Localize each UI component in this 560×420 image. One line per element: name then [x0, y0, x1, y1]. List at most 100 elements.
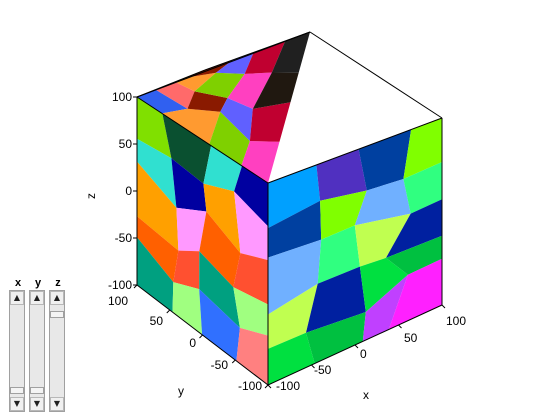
y-tick: -50 — [211, 358, 229, 372]
top-face-cell — [271, 32, 310, 73]
right-face-cell — [306, 312, 366, 364]
right-face-cell — [306, 266, 366, 333]
left-face-cell — [173, 250, 200, 290]
slider-y-label: y — [34, 277, 42, 289]
arrow-up-icon[interactable]: ▲ — [10, 291, 24, 305]
left-face-cell — [234, 191, 268, 261]
top-face-cell — [209, 111, 250, 166]
x-axis-label: x — [363, 388, 369, 402]
left-face-cell — [176, 207, 207, 252]
left-face-cell — [203, 145, 242, 192]
x-tick: 0 — [360, 347, 367, 361]
right-face-cell — [388, 258, 442, 330]
cube-edge — [309, 31, 443, 119]
right-face-cell — [386, 235, 442, 275]
arrow-up-icon[interactable]: ▲ — [50, 291, 64, 305]
z-tick: -100 — [108, 278, 132, 292]
right-face-cell — [317, 225, 360, 284]
slider-y[interactable]: ▲ ▼ — [29, 290, 45, 412]
cube-edge — [204, 31, 311, 71]
z-tick: 100 — [112, 90, 132, 104]
right-face-cell — [316, 149, 367, 201]
top-face-cell — [187, 91, 228, 112]
right-face-cell — [268, 200, 322, 258]
left-face-cell — [233, 253, 268, 305]
right-face-cell — [268, 239, 322, 315]
slider-z[interactable]: ▲ ▼ — [49, 290, 65, 412]
cube-edge — [267, 117, 443, 184]
slider-y-group: y ▲ ▼ — [29, 276, 47, 412]
cube-edge — [136, 96, 269, 184]
y-tick: -100 — [238, 379, 262, 393]
axis-tick-mark — [231, 359, 236, 364]
slider-x[interactable]: ▲ ▼ — [9, 290, 25, 412]
right-face-cell — [362, 274, 408, 342]
slider-z-group: z ▲ ▼ — [49, 276, 67, 412]
left-face-cell — [199, 211, 241, 288]
top-face-cell — [227, 72, 272, 109]
right-face-cell — [268, 164, 321, 229]
left-face-cell — [172, 282, 203, 335]
axis-tick-mark — [264, 384, 269, 389]
axis-tick-mark — [199, 334, 203, 339]
slider-x-group: x ▲ ▼ — [9, 276, 27, 412]
x-tick: -50 — [314, 363, 332, 377]
right-face-cell — [403, 118, 442, 179]
right-face-cell — [403, 162, 442, 214]
slider-x-label: x — [14, 277, 22, 289]
left-face-cell — [234, 165, 268, 227]
slider-z-thumb[interactable] — [50, 310, 64, 318]
right-face-cell — [354, 213, 411, 267]
left-face-cell — [137, 138, 177, 208]
y-tick: 50 — [150, 314, 164, 328]
axis-tick-mark — [267, 384, 272, 389]
left-face-cell — [137, 161, 179, 251]
left-face-cell — [199, 289, 240, 361]
top-face-cell — [252, 72, 299, 109]
top-face-cell — [216, 52, 254, 74]
top-face-cell — [241, 141, 280, 183]
z-tick: -50 — [115, 231, 133, 245]
left-face-cell — [137, 97, 172, 159]
top-face-cell — [162, 108, 221, 145]
right-face-cell — [359, 257, 408, 312]
x-tick: 100 — [446, 314, 466, 328]
top-face-cell — [175, 72, 216, 92]
left-face-cell — [171, 158, 207, 212]
left-face-cell — [236, 327, 268, 385]
slider-z-label: z — [55, 277, 61, 289]
axis-tick-mark — [354, 344, 359, 349]
z-axis-label: z — [84, 193, 98, 199]
x-tick: 50 — [404, 331, 418, 345]
right-face-cell — [386, 199, 442, 258]
top-face-cell — [194, 72, 245, 98]
cube-edge — [136, 69, 206, 98]
y-tick: 0 — [189, 336, 196, 350]
slider-x-thumb[interactable] — [10, 387, 24, 395]
left-face-cell — [199, 251, 240, 328]
top-face-cell — [137, 89, 188, 114]
right-face-cell — [268, 332, 315, 385]
axis-tick-mark — [398, 324, 402, 329]
arrow-down-icon[interactable]: ▼ — [50, 397, 64, 411]
right-face-cell — [358, 129, 412, 191]
arrow-down-icon[interactable]: ▼ — [30, 397, 44, 411]
arrow-up-icon[interactable]: ▲ — [30, 291, 44, 305]
left-face-cell — [137, 237, 174, 313]
y-tick: 100 — [108, 294, 128, 308]
top-face-cell — [220, 98, 253, 141]
slider-y-thumb[interactable] — [30, 387, 44, 395]
arrow-down-icon[interactable]: ▼ — [10, 397, 24, 411]
z-tick: 50 — [119, 137, 133, 151]
top-face-cell — [155, 81, 195, 109]
top-face-cell — [249, 102, 291, 142]
axis-tick-mark — [441, 304, 446, 309]
right-face-cell — [268, 283, 318, 349]
left-face-cell — [162, 113, 212, 184]
axis-tick-mark — [311, 364, 315, 369]
z-tick: 0 — [125, 184, 132, 198]
left-face-cell — [233, 287, 268, 336]
axis-tick-mark — [166, 309, 171, 314]
right-face-cell — [320, 190, 367, 240]
